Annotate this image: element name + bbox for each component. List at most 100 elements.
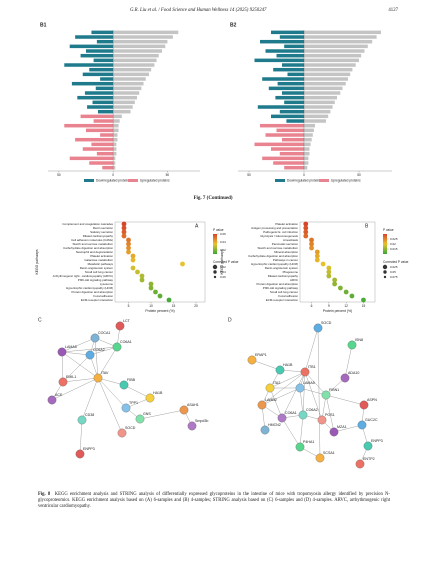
- bar: [304, 105, 333, 109]
- bar: [304, 119, 326, 123]
- size-key: [383, 270, 387, 274]
- legend-label: Upregulated proteins: [140, 179, 170, 183]
- bar: [304, 91, 341, 95]
- edge: [302, 371, 306, 416]
- bar: [93, 58, 114, 63]
- bar: [64, 63, 114, 67]
- node: [145, 393, 155, 403]
- node-label: TPP1: [129, 401, 138, 405]
- node-label: LAMA5: [303, 381, 315, 385]
- bar: [304, 77, 348, 81]
- y-axis-title: KEGG pathways: [220, 249, 224, 274]
- bar: [113, 95, 138, 100]
- bar: [286, 119, 304, 123]
- size-key: [382, 264, 388, 270]
- bar: [113, 137, 118, 142]
- node: [321, 390, 331, 400]
- node: [47, 395, 57, 405]
- bar: [304, 161, 309, 165]
- color-tick-label: 0.015: [390, 247, 398, 251]
- y-tick-label: Pathogenic E. coli infection: [263, 230, 298, 234]
- bar: [113, 63, 155, 67]
- node-label: COCA1: [98, 331, 110, 335]
- y-tick-label: Mineral absorption: [274, 250, 298, 254]
- edge: [269, 371, 306, 389]
- bar: [113, 30, 179, 35]
- y-tick-label: Glycolysis / Gluconeogenesis: [260, 234, 298, 238]
- bar: [113, 81, 144, 86]
- node-label: P4HA1: [303, 440, 314, 444]
- node: [275, 365, 285, 375]
- bar: [100, 133, 114, 137]
- edge: [261, 371, 306, 406]
- node-label: ITAV: [101, 371, 109, 375]
- x-tick-label: 20: [194, 304, 198, 308]
- dot: [148, 281, 154, 287]
- node-label: PGS1: [325, 413, 335, 417]
- bar: [304, 133, 313, 137]
- y-tick-label: Platelet activation: [275, 222, 298, 226]
- size-key: [213, 275, 217, 279]
- size-key: [213, 270, 217, 274]
- y-tick-label: Starch and sucrose metabolism: [258, 246, 299, 250]
- node: [300, 367, 310, 377]
- dot: [121, 225, 127, 231]
- x-tick-label: 50: [357, 173, 361, 177]
- legend-label: Downregulated proteins: [96, 179, 130, 183]
- edge: [304, 371, 327, 396]
- bar: [113, 91, 140, 95]
- bar: [113, 133, 118, 137]
- bar: [275, 95, 304, 100]
- y-tick-label: Metabolic pathways: [88, 262, 114, 266]
- color-tick-label: 0.06: [220, 232, 226, 236]
- node: [90, 333, 100, 343]
- node-label: ERAP1: [255, 353, 267, 357]
- bar: [113, 53, 159, 58]
- size-key-label: 0.06: [220, 275, 226, 279]
- node: [347, 340, 357, 350]
- node: [112, 342, 122, 352]
- y-tick-label: Carbohydrate digestion and absorption: [248, 254, 298, 258]
- y-tick-label: Amoebiasis: [283, 238, 298, 242]
- bar: [254, 58, 304, 63]
- bar: [80, 114, 114, 119]
- edge: [97, 377, 125, 386]
- node-label: HMCN2: [268, 423, 281, 427]
- dot: [303, 233, 309, 239]
- y-tick-label: Cell adhesion molecules (CAMs): [71, 238, 113, 242]
- bar: [304, 128, 314, 133]
- bar: [96, 39, 114, 44]
- legend-swatch: [128, 179, 138, 182]
- y-tick-label: Complement and coagulation cascades: [62, 222, 113, 226]
- edge: [299, 414, 304, 448]
- bar: [304, 114, 329, 119]
- bar: [304, 156, 309, 161]
- bar: [91, 142, 114, 147]
- bar: [113, 165, 116, 170]
- node-label: CO6A1: [120, 340, 132, 344]
- dot: [121, 229, 127, 235]
- edge: [61, 351, 64, 383]
- dot: [314, 253, 320, 259]
- x-tick-label: 50: [166, 173, 170, 177]
- bar: [282, 137, 304, 142]
- bar: [69, 156, 114, 161]
- bar: [284, 100, 304, 105]
- edge: [62, 354, 91, 383]
- bar: [304, 58, 359, 63]
- dot: [309, 237, 314, 243]
- node: [187, 421, 197, 431]
- bar: [304, 100, 335, 105]
- figure-caption: Fig. 7 (Continued): [193, 196, 232, 201]
- edge: [97, 346, 118, 379]
- bar: [113, 67, 152, 72]
- bar: [304, 39, 373, 44]
- node-label: SOCD: [321, 321, 332, 325]
- bar: [265, 133, 304, 137]
- node-label: ASAH1: [187, 403, 199, 407]
- bar: [113, 44, 166, 49]
- y-tick-label: Lysosome: [100, 282, 113, 286]
- node: [58, 377, 68, 387]
- bar: [113, 39, 168, 44]
